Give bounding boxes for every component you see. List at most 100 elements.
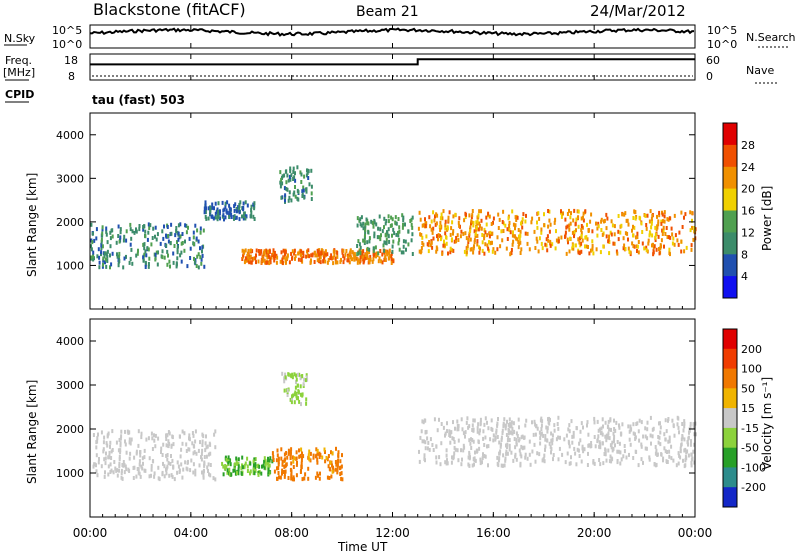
power-cell-5-389 xyxy=(458,223,461,228)
power-cell-2-216 xyxy=(329,256,332,261)
velocity-cell-2-44 xyxy=(276,453,279,458)
power-cell-2-100 xyxy=(348,260,351,265)
power-cell-2-162 xyxy=(366,255,369,260)
power-cell-2-154 xyxy=(273,250,276,255)
power-cell-2-270 xyxy=(330,253,333,258)
power-cell-0-48 xyxy=(118,255,121,259)
power-cell-4-92 xyxy=(368,239,371,244)
velocity-cell-0-231 xyxy=(186,467,189,472)
velocity-cell-4-517 xyxy=(468,424,471,429)
velocity-cell-4-386 xyxy=(514,454,517,459)
power-cell-0-208 xyxy=(187,225,189,230)
velocity-cell-4-600 xyxy=(613,427,616,431)
power-cell-5-115 xyxy=(648,230,651,235)
velocity-cell-1-88 xyxy=(257,472,260,477)
velocity-cell-2-130 xyxy=(281,459,284,464)
power-cell-5-258 xyxy=(665,226,668,230)
velocity-cell-4-174 xyxy=(683,421,686,426)
velocity-colorbar-tick-4: -15 xyxy=(741,422,759,435)
power-cell-5-301 xyxy=(584,209,587,214)
power-cell-5-179 xyxy=(506,237,509,241)
velocity-cell-4-435 xyxy=(525,418,528,423)
velocity-cell-0-201 xyxy=(194,429,197,434)
velocity-cell-2-75 xyxy=(319,452,322,457)
velocity-cell-4-534 xyxy=(692,449,695,454)
power-cell-5-387 xyxy=(512,230,514,235)
power-cell-4-125 xyxy=(364,222,367,227)
x-tick-3: 12:00 xyxy=(375,526,410,540)
power-cell-5-521 xyxy=(469,229,472,233)
velocity-cell-3-48 xyxy=(283,376,286,381)
power-cell-2-322 xyxy=(284,259,287,263)
velocity-cell-4-405 xyxy=(547,420,550,425)
velocity-cell-0-127 xyxy=(157,465,160,470)
power-colorbar-swatch-0 xyxy=(723,123,737,146)
power-cell-5-234 xyxy=(418,210,421,215)
velocity-colorbar-tick-3: 15 xyxy=(741,402,755,415)
velocity-cell-4-7 xyxy=(424,446,427,451)
power-cell-5-438 xyxy=(577,209,580,214)
power-cell-5-407 xyxy=(689,228,692,233)
power-cell-2-60 xyxy=(356,257,359,262)
velocity-cell-4-84 xyxy=(646,420,649,425)
power-cell-0-169 xyxy=(105,232,108,237)
power-cell-0-160 xyxy=(161,229,164,234)
power-cell-1-102 xyxy=(226,210,229,215)
velocity-cell-4-571 xyxy=(677,425,680,430)
power-cell-5-522 xyxy=(610,219,613,224)
power-cell-0-162 xyxy=(119,235,122,240)
power-cell-5-362 xyxy=(483,251,486,256)
velocity-cell-4-520 xyxy=(498,440,501,445)
power-cell-5-232 xyxy=(435,249,438,254)
velocity-cell-2-78 xyxy=(295,456,298,461)
power-cell-5-111 xyxy=(420,233,423,237)
power-cell-0-123 xyxy=(105,252,108,257)
velocity-cell-4-492 xyxy=(471,423,474,428)
power-cell-5-539 xyxy=(562,211,564,216)
power-cell-0-177 xyxy=(177,237,180,242)
power-cell-2-303 xyxy=(336,254,339,259)
power-cell-0-115 xyxy=(147,247,150,252)
power-cell-4-2 xyxy=(382,243,385,248)
velocity-cell-3-28 xyxy=(298,399,301,404)
power-cell-1-77 xyxy=(222,213,225,218)
velocity-cell-4-596 xyxy=(423,439,425,444)
power-cell-1-46 xyxy=(238,206,241,211)
velocity-cell-3-44 xyxy=(301,374,304,378)
power-cell-5-186 xyxy=(479,223,481,228)
power-cell-5-591 xyxy=(463,218,466,223)
velocity-cell-1-73 xyxy=(232,468,235,473)
power-cell-2-252 xyxy=(241,248,244,253)
power-cell-5-553 xyxy=(521,220,524,225)
velocity-cell-4-505 xyxy=(568,441,571,446)
power-cell-0-64 xyxy=(109,236,112,241)
power-cell-5-408 xyxy=(419,232,422,237)
power-cell-2-90 xyxy=(390,257,393,262)
velocity-cell-3-40 xyxy=(299,376,302,381)
power-cell-5-116 xyxy=(519,251,522,255)
power-cell-5-415 xyxy=(633,225,636,230)
power-cell-2-78 xyxy=(293,248,296,253)
velocity-cell-1-53 xyxy=(264,458,267,463)
velocity-cell-1-99 xyxy=(267,456,269,461)
power-cell-ytick-1: 2000 xyxy=(56,216,84,229)
velocity-cell-2-23 xyxy=(277,456,280,461)
power-cell-0-12 xyxy=(202,228,205,233)
power-cell-5-562 xyxy=(478,209,481,214)
velocity-cell-2-5 xyxy=(307,476,310,481)
power-cell-4-69 xyxy=(398,229,401,234)
power-cell-4-17 xyxy=(363,239,366,244)
power-cell-5-499 xyxy=(658,251,661,256)
velocity-cell-2-72 xyxy=(324,450,326,454)
power-cell-5-570 xyxy=(457,220,460,225)
power-cell-2-62 xyxy=(271,252,274,257)
velocity-cell-4-111 xyxy=(586,420,589,425)
power-cell-3-11 xyxy=(285,180,288,185)
velocity-cell-0-205 xyxy=(139,450,141,455)
velocity-cell-4-469 xyxy=(590,444,593,448)
power-cell-2-72 xyxy=(377,259,380,264)
velocity-cell-4-468 xyxy=(471,428,474,432)
velocity-cell-2-142 xyxy=(317,473,319,478)
velocity-cell-0-225 xyxy=(209,451,212,456)
velocity-cell-0-74 xyxy=(170,454,172,458)
